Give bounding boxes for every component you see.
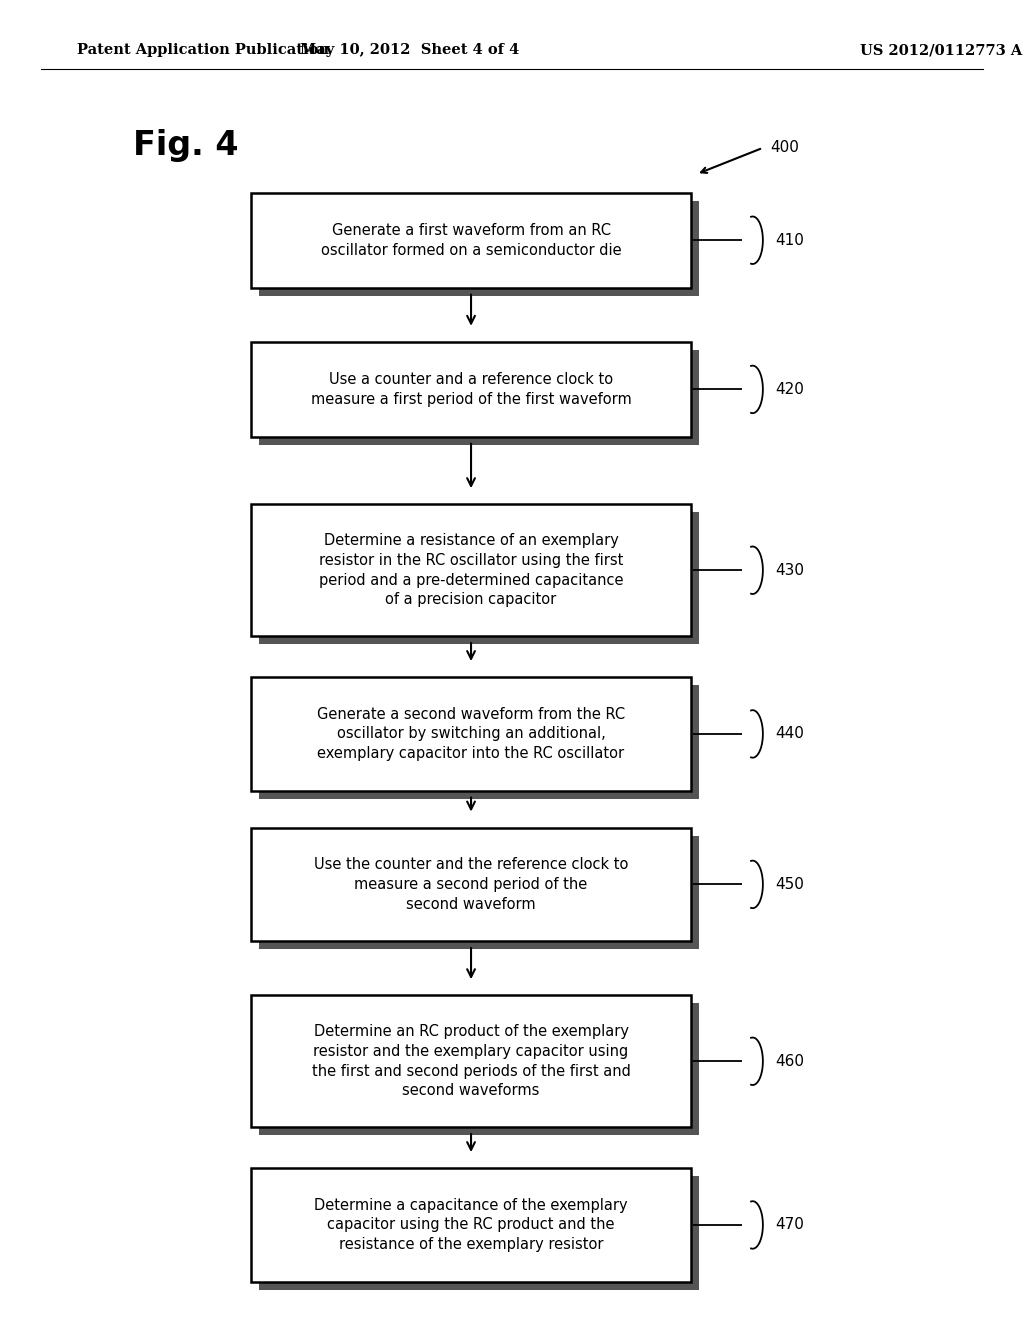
Text: 410: 410 xyxy=(775,232,804,248)
Text: Determine an RC product of the exemplary
resistor and the exemplary capacitor us: Determine an RC product of the exemplary… xyxy=(311,1024,631,1098)
Bar xyxy=(251,828,691,941)
Bar xyxy=(251,193,691,288)
Text: 440: 440 xyxy=(775,726,804,742)
Text: Patent Application Publication: Patent Application Publication xyxy=(77,44,329,57)
Text: 470: 470 xyxy=(775,1217,804,1233)
Text: US 2012/0112773 A1: US 2012/0112773 A1 xyxy=(860,44,1024,57)
Text: 420: 420 xyxy=(775,381,804,397)
Bar xyxy=(251,504,691,636)
Text: 400: 400 xyxy=(770,140,799,156)
Text: Use the counter and the reference clock to
measure a second period of the
second: Use the counter and the reference clock … xyxy=(313,857,629,912)
Bar xyxy=(251,677,691,791)
Bar xyxy=(251,1168,691,1282)
Bar xyxy=(259,685,699,799)
Bar xyxy=(251,342,691,437)
Text: Fig. 4: Fig. 4 xyxy=(133,129,239,162)
Bar xyxy=(259,201,699,296)
Bar xyxy=(251,995,691,1127)
Bar xyxy=(259,1003,699,1135)
Text: May 10, 2012  Sheet 4 of 4: May 10, 2012 Sheet 4 of 4 xyxy=(300,44,519,57)
Text: 460: 460 xyxy=(775,1053,804,1069)
Text: Determine a resistance of an exemplary
resistor in the RC oscillator using the f: Determine a resistance of an exemplary r… xyxy=(318,533,624,607)
Bar xyxy=(259,1176,699,1290)
Text: Use a counter and a reference clock to
measure a first period of the first wavef: Use a counter and a reference clock to m… xyxy=(310,372,632,407)
Text: Generate a first waveform from an RC
oscillator formed on a semiconductor die: Generate a first waveform from an RC osc… xyxy=(321,223,622,257)
Bar xyxy=(259,836,699,949)
Text: 450: 450 xyxy=(775,876,804,892)
Bar xyxy=(259,350,699,445)
Text: 430: 430 xyxy=(775,562,804,578)
Text: Generate a second waveform from the RC
oscillator by switching an additional,
ex: Generate a second waveform from the RC o… xyxy=(317,706,625,762)
Text: Determine a capacitance of the exemplary
capacitor using the RC product and the
: Determine a capacitance of the exemplary… xyxy=(314,1197,628,1253)
Bar xyxy=(259,512,699,644)
